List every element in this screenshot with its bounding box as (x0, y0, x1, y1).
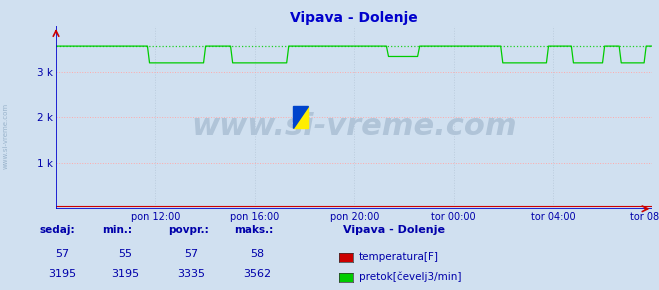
Text: 3335: 3335 (177, 269, 205, 279)
Text: temperatura[F]: temperatura[F] (359, 252, 439, 262)
Text: sedaj:: sedaj: (40, 225, 75, 235)
Title: Vipava - Dolenje: Vipava - Dolenje (291, 11, 418, 25)
Text: www.si-vreme.com: www.si-vreme.com (191, 112, 517, 141)
Text: povpr.:: povpr.: (168, 225, 209, 235)
Text: Vipava - Dolenje: Vipava - Dolenje (343, 225, 445, 235)
Text: maks.:: maks.: (234, 225, 273, 235)
Text: 3195: 3195 (111, 269, 139, 279)
Polygon shape (293, 106, 308, 128)
Text: 3195: 3195 (49, 269, 76, 279)
Polygon shape (293, 106, 308, 128)
Text: 58: 58 (250, 249, 264, 259)
Text: 57: 57 (55, 249, 70, 259)
Text: min.:: min.: (102, 225, 132, 235)
Text: 3562: 3562 (243, 269, 271, 279)
Text: pretok[čevelj3/min]: pretok[čevelj3/min] (359, 272, 462, 282)
Text: www.si-vreme.com: www.si-vreme.com (2, 103, 9, 169)
Text: 55: 55 (118, 249, 132, 259)
Text: 57: 57 (184, 249, 198, 259)
